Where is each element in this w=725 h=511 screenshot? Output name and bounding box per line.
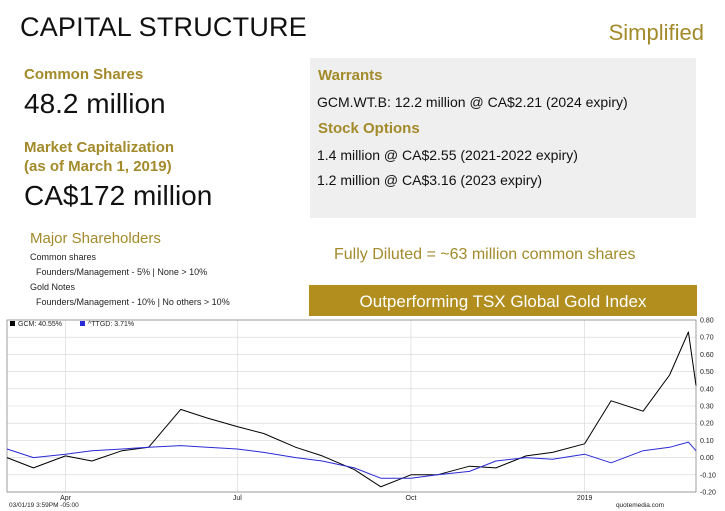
y-tick-label: 0.00 (700, 455, 714, 462)
y-tick-label: 0.80 (700, 318, 714, 325)
stock-option-line: 1.2 million @ CA$3.16 (2023 expiry) (317, 172, 543, 188)
x-axis-ticks: Apr Jul Oct 2019 (60, 495, 592, 502)
ttgd-series-line (6, 441, 697, 479)
y-tick-label: -0.10 (700, 472, 716, 479)
chart-series (6, 331, 697, 488)
y-tick-label: 0.40 (700, 386, 714, 393)
plot-frame (6, 319, 697, 493)
shareholder-line: Gold Notes (30, 282, 76, 292)
x-tick-label: Oct (406, 495, 417, 502)
gcm-series-line (6, 331, 697, 488)
chart-background (4, 316, 725, 511)
legend-swatch (10, 321, 15, 326)
market-cap-value: CA$172 million (24, 180, 213, 211)
y-axis-ticks: 0.80 0.70 0.60 0.50 0.40 0.30 0.20 0.10 0.00 -0.1… (700, 318, 716, 497)
stock-option-line: 1.4 million @ CA$2.55 (2021-2022 expiry) (317, 147, 578, 163)
page-subtitle: Simplified (608, 20, 704, 45)
market-cap-label-line2: (as of March 1, 2019) (24, 158, 172, 175)
chart-watermark: quotemedia.com (616, 502, 664, 509)
y-tick-label: 0.50 (700, 369, 714, 376)
shareholder-line: Founders/Management - 5% | None > 10% (36, 267, 208, 277)
x-tick-label: Apr (60, 495, 72, 502)
shareholder-line: Founders/Management - 10% | No others > … (36, 297, 230, 307)
fully-diluted-text: Fully Diluted = ~63 million common share… (334, 246, 636, 263)
warrants-label: Warrants (318, 67, 383, 84)
legend-label: ^TTGD: 3.71% (88, 321, 134, 328)
legend-label: GCM: 40.55% (18, 321, 62, 328)
shareholder-line: Common shares (30, 252, 97, 262)
y-tick-label: 0.70 (700, 335, 714, 342)
y-tick-label: 0.20 (700, 421, 714, 428)
x-tick-label: 2019 (577, 495, 593, 502)
legend-swatch (80, 321, 85, 326)
major-shareholders-label: Major Shareholders (30, 230, 161, 247)
stock-options-label: Stock Options (318, 120, 420, 137)
x-tick-label: Jul (233, 495, 242, 502)
common-shares-label: Common Shares (24, 66, 144, 83)
chart-legend: GCM: 40.55% ^TTGD: 3.71% (10, 321, 134, 328)
page-title: CAPITAL STRUCTURE (20, 12, 307, 42)
market-cap-label-line1: Market Capitalization (24, 139, 175, 156)
y-tick-label: -0.20 (700, 490, 716, 497)
y-tick-label: 0.60 (700, 352, 714, 359)
performance-chart: 0.80 0.70 0.60 0.50 0.40 0.30 0.20 0.10 0.00 -0.1… (4, 316, 725, 511)
y-tick-label: 0.10 (700, 438, 714, 445)
warrants-options-panel: Warrants GCM.WT.B: 12.2 million @ CA$2.2… (310, 58, 696, 218)
performance-banner: Outperforming TSX Global Gold Index (309, 285, 697, 319)
market-cap-label: Market Capitalization (as of March 1, 20… (24, 138, 174, 176)
y-tick-label: 0.30 (700, 404, 714, 411)
common-shares-value: 48.2 million (24, 88, 166, 119)
chart-timestamp: 03/01/19 3:59PM -05:00 (9, 502, 79, 509)
warrants-text: GCM.WT.B: 12.2 million @ CA$2.21 (2024 e… (317, 94, 628, 110)
